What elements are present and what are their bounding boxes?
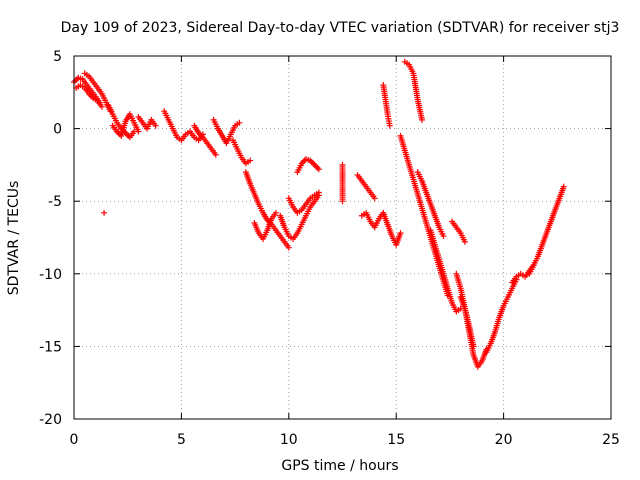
y-tick-label: -5	[48, 194, 62, 210]
plot-frame	[73, 55, 612, 420]
y-axis-title: SDTVAR / TECUs	[6, 181, 22, 296]
y-tick-label: -20	[39, 412, 62, 428]
y-tick-label: 0	[53, 122, 62, 138]
x-tick-label: 10	[280, 432, 298, 448]
data-point-marker	[313, 163, 320, 170]
data-point-marker	[285, 244, 292, 251]
x-tick-label: 25	[602, 432, 620, 448]
data-point-marker	[339, 198, 346, 205]
data-point-marker	[418, 116, 425, 123]
data-point-marker	[470, 343, 477, 350]
data-point-marker	[315, 189, 322, 196]
data-point-marker	[310, 160, 317, 167]
x-tick-labels: 0 5 10 15 20 25	[70, 432, 620, 448]
data-point-marker	[314, 164, 321, 171]
data-point-marker	[461, 238, 468, 245]
data-point-marker	[98, 103, 105, 110]
data-point-marker	[272, 209, 279, 216]
data-point-marker	[371, 195, 378, 202]
x-tick-label: 15	[387, 432, 405, 448]
data-point-marker	[212, 151, 219, 158]
data-points	[71, 58, 567, 370]
grid-lines	[74, 56, 611, 419]
data-point-marker	[101, 209, 108, 216]
x-tick-label: 20	[495, 432, 513, 448]
chart-title: Day 109 of 2023, Sidereal Day-to-day VTE…	[61, 20, 620, 36]
data-point-marker	[560, 183, 567, 190]
data-point-marker	[386, 122, 393, 129]
y-tick-label: -15	[39, 339, 62, 355]
data-point-marker	[311, 161, 318, 168]
y-tick-label: -10	[39, 267, 62, 283]
data-point-marker	[247, 157, 254, 164]
y-tick-label: 5	[53, 49, 62, 65]
data-point-marker	[236, 119, 243, 126]
x-tick-label: 0	[70, 432, 79, 448]
data-point-marker	[397, 230, 404, 237]
axis-ticks	[73, 55, 612, 420]
data-point-marker	[135, 128, 142, 135]
x-axis-title: GPS time / hours	[281, 458, 398, 474]
y-tick-labels: 5 0 -5 -10 -15 -20	[39, 49, 62, 428]
x-tick-label: 5	[177, 432, 186, 448]
data-point-marker	[115, 129, 122, 136]
data-point-marker	[301, 157, 308, 164]
data-point-marker	[152, 122, 159, 129]
data-point-marker	[440, 233, 447, 240]
data-point-marker	[315, 166, 322, 173]
data-point-marker	[73, 76, 80, 83]
